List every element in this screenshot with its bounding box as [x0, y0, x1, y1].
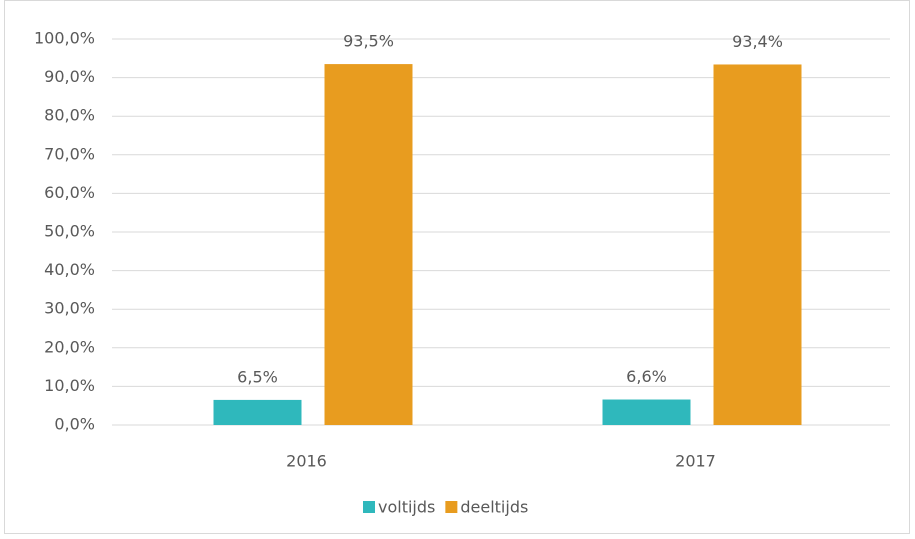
legend-swatch [363, 501, 375, 513]
y-tick-label: 70,0% [44, 144, 95, 163]
y-tick-label: 30,0% [44, 299, 95, 318]
y-tick-label: 20,0% [44, 337, 95, 356]
y-tick-label: 100,0% [34, 29, 95, 48]
bar [213, 399, 302, 425]
legend-swatch [445, 501, 458, 513]
value-label: 6,5% [237, 367, 278, 386]
legend-label: deeltijds [460, 498, 528, 517]
value-label: 93,5% [343, 32, 394, 51]
y-tick-label: 0,0% [54, 415, 95, 434]
x-tick-label: 2016 [286, 452, 327, 471]
y-tick-label: 10,0% [44, 376, 95, 395]
y-tick-label: 90,0% [44, 67, 95, 86]
value-label: 93,4% [732, 32, 783, 51]
y-tick-label: 50,0% [44, 222, 95, 241]
x-tick-label: 2017 [675, 452, 716, 471]
y-tick-label: 60,0% [44, 183, 95, 202]
bar [324, 64, 413, 425]
bar [602, 399, 691, 425]
y-tick-label: 80,0% [44, 106, 95, 125]
legend-label: voltijds [378, 498, 435, 517]
value-label: 6,6% [626, 367, 667, 386]
y-tick-label: 40,0% [44, 260, 95, 279]
bar [713, 64, 802, 425]
